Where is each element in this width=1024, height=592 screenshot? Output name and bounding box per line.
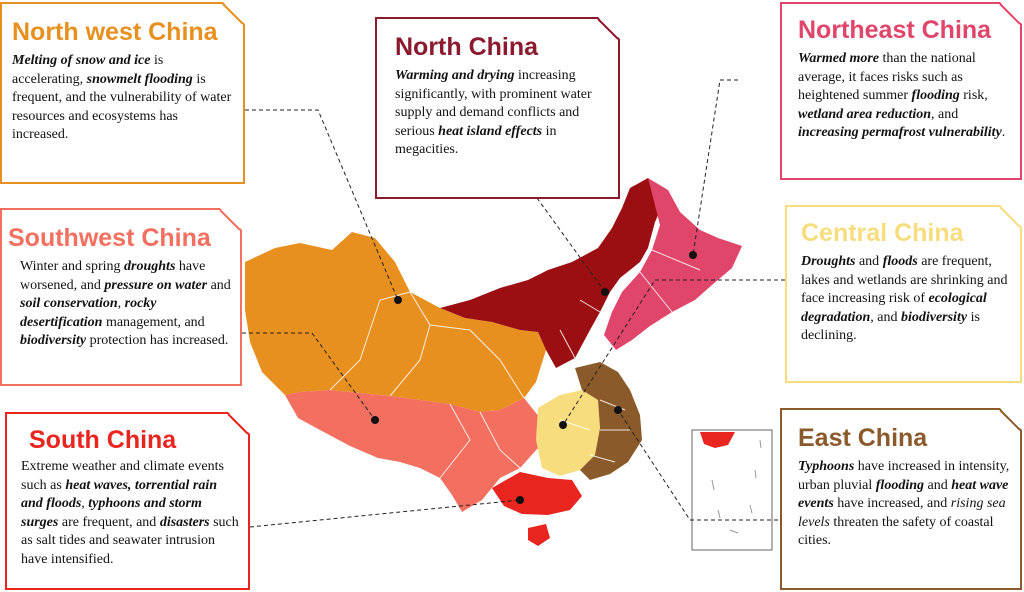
text-segment: rocky desertification [20,296,157,330]
text-segment: have increased in intensity, urban pluvi… [798,459,1010,493]
region-northeast [604,178,742,350]
region-southwest [285,390,540,512]
southwest-china-box: Southwest China Winter and spring drough… [0,208,242,386]
text-segment: and [924,477,952,493]
text-segment: Droughts [801,254,856,269]
text-segment: wetland area reduction [798,106,932,122]
text-segment: , and [870,309,901,325]
text-segment: such as salt tides and seawater intrusio… [21,514,239,567]
text-segment: have worsened, and [20,259,206,293]
box-corner [992,408,1022,438]
text-segment: is frequent, and the vulnerability of wa… [12,71,232,142]
region-central [536,390,600,476]
region-markers [371,251,697,504]
text-segment: typhoons and storm surges [21,496,202,530]
region-title: Southwest China [8,224,211,252]
region-northwest [245,232,546,412]
text-segment: Warmed more [798,51,880,66]
text-segment: Winter and spring [20,259,125,274]
province-borders [329,249,701,479]
box-corner [215,2,245,32]
text-segment: ecological degradation [801,291,987,325]
northeast-china-box: Northeast China Warmed more than the nat… [780,2,1022,180]
text-segment: biodiversity [900,309,968,325]
text-segment: soil conservation [20,296,118,311]
text-segment: pressure on water [104,277,208,293]
text-segment: are frequent, lakes and wetlands are shr… [801,254,1008,306]
text-segment: and [855,254,883,269]
text-segment: Warming and drying [395,68,515,83]
text-segment: threaten the safety of coastal cities. [798,514,994,548]
box-corner [220,412,250,442]
region-title: North China [395,33,539,61]
text-segment: are frequent, and [58,514,160,530]
text-segment: increasing significantly, with prominent… [395,68,592,139]
text-segment: management, and [102,314,205,330]
region-description: Melting of snow and ice is accelerating,… [12,52,233,145]
box-corner [992,205,1022,235]
region-east [575,362,642,480]
text-segment: Melting of snow and ice [12,53,151,68]
text-segment: Typhoons [798,459,855,474]
region-description: Warming and drying increasing significan… [395,67,606,160]
south-china-sea-inset [691,429,773,551]
text-segment: heat island effects [438,123,543,139]
north-china-box: North China Warming and drying increasin… [375,17,620,199]
central-china-box: Central China Droughts and floods are fr… [785,205,1022,383]
text-segment: is accelerating, [12,53,164,87]
region-description: Typhoons have increased in intensity, ur… [798,458,1012,551]
text-segment: snowmelt flooding [86,71,193,87]
region-title: Northeast China [798,16,992,44]
text-segment: biodiversity [20,333,87,348]
text-segment: droughts [124,259,176,274]
text-segment: is declining. [801,309,980,343]
text-segment: , [117,296,125,311]
region-north [440,178,665,368]
region-title: East China [798,424,928,452]
northwest-china-box: North west China Melting of snow and ice… [0,2,245,184]
box-corner [212,208,242,238]
text-segment: floods [882,254,918,269]
region-south [492,472,582,515]
south-china-box: South China Extreme weather and climate … [5,412,250,590]
text-segment: , and [931,106,959,122]
box-corner [992,2,1022,32]
region-description: Winter and spring droughts have worsened… [20,258,232,351]
text-segment: than the national average, it faces risk… [798,51,976,103]
region-description: Warmed more than the national average, i… [798,50,1012,143]
text-segment: disasters [159,514,210,530]
text-segment: have increased, and [833,496,951,511]
east-china-box: East China Typhoons have increased in in… [780,408,1022,590]
hainan-island [528,524,550,546]
region-description: Droughts and floods are frequent, lakes … [801,253,1012,346]
text-segment: increasing permafrost vulnerability [798,125,1002,140]
text-segment: protection has increased. [86,333,229,348]
text-segment: flooding [911,88,960,103]
text-segment: in megacities. [395,123,557,157]
text-segment: heat waves, torrential rain and floods [21,477,218,511]
text-segment: heat wave events [798,477,1009,511]
region-description: Extreme weather and climate events such … [21,458,240,569]
region-title: North west China [12,18,218,46]
text-segment: Extreme weather and climate events such … [21,459,224,493]
text-segment: flooding [875,477,924,493]
connector-lines [242,79,785,528]
region-title: Central China [801,219,964,247]
text-segment: and [207,277,231,293]
box-corner [590,17,620,47]
region-title: South China [29,426,177,454]
text-segment: rising sea levels [798,496,1006,530]
text-segment: risk, [959,88,988,103]
text-segment: . [1001,125,1006,140]
text-segment: , [81,496,89,511]
